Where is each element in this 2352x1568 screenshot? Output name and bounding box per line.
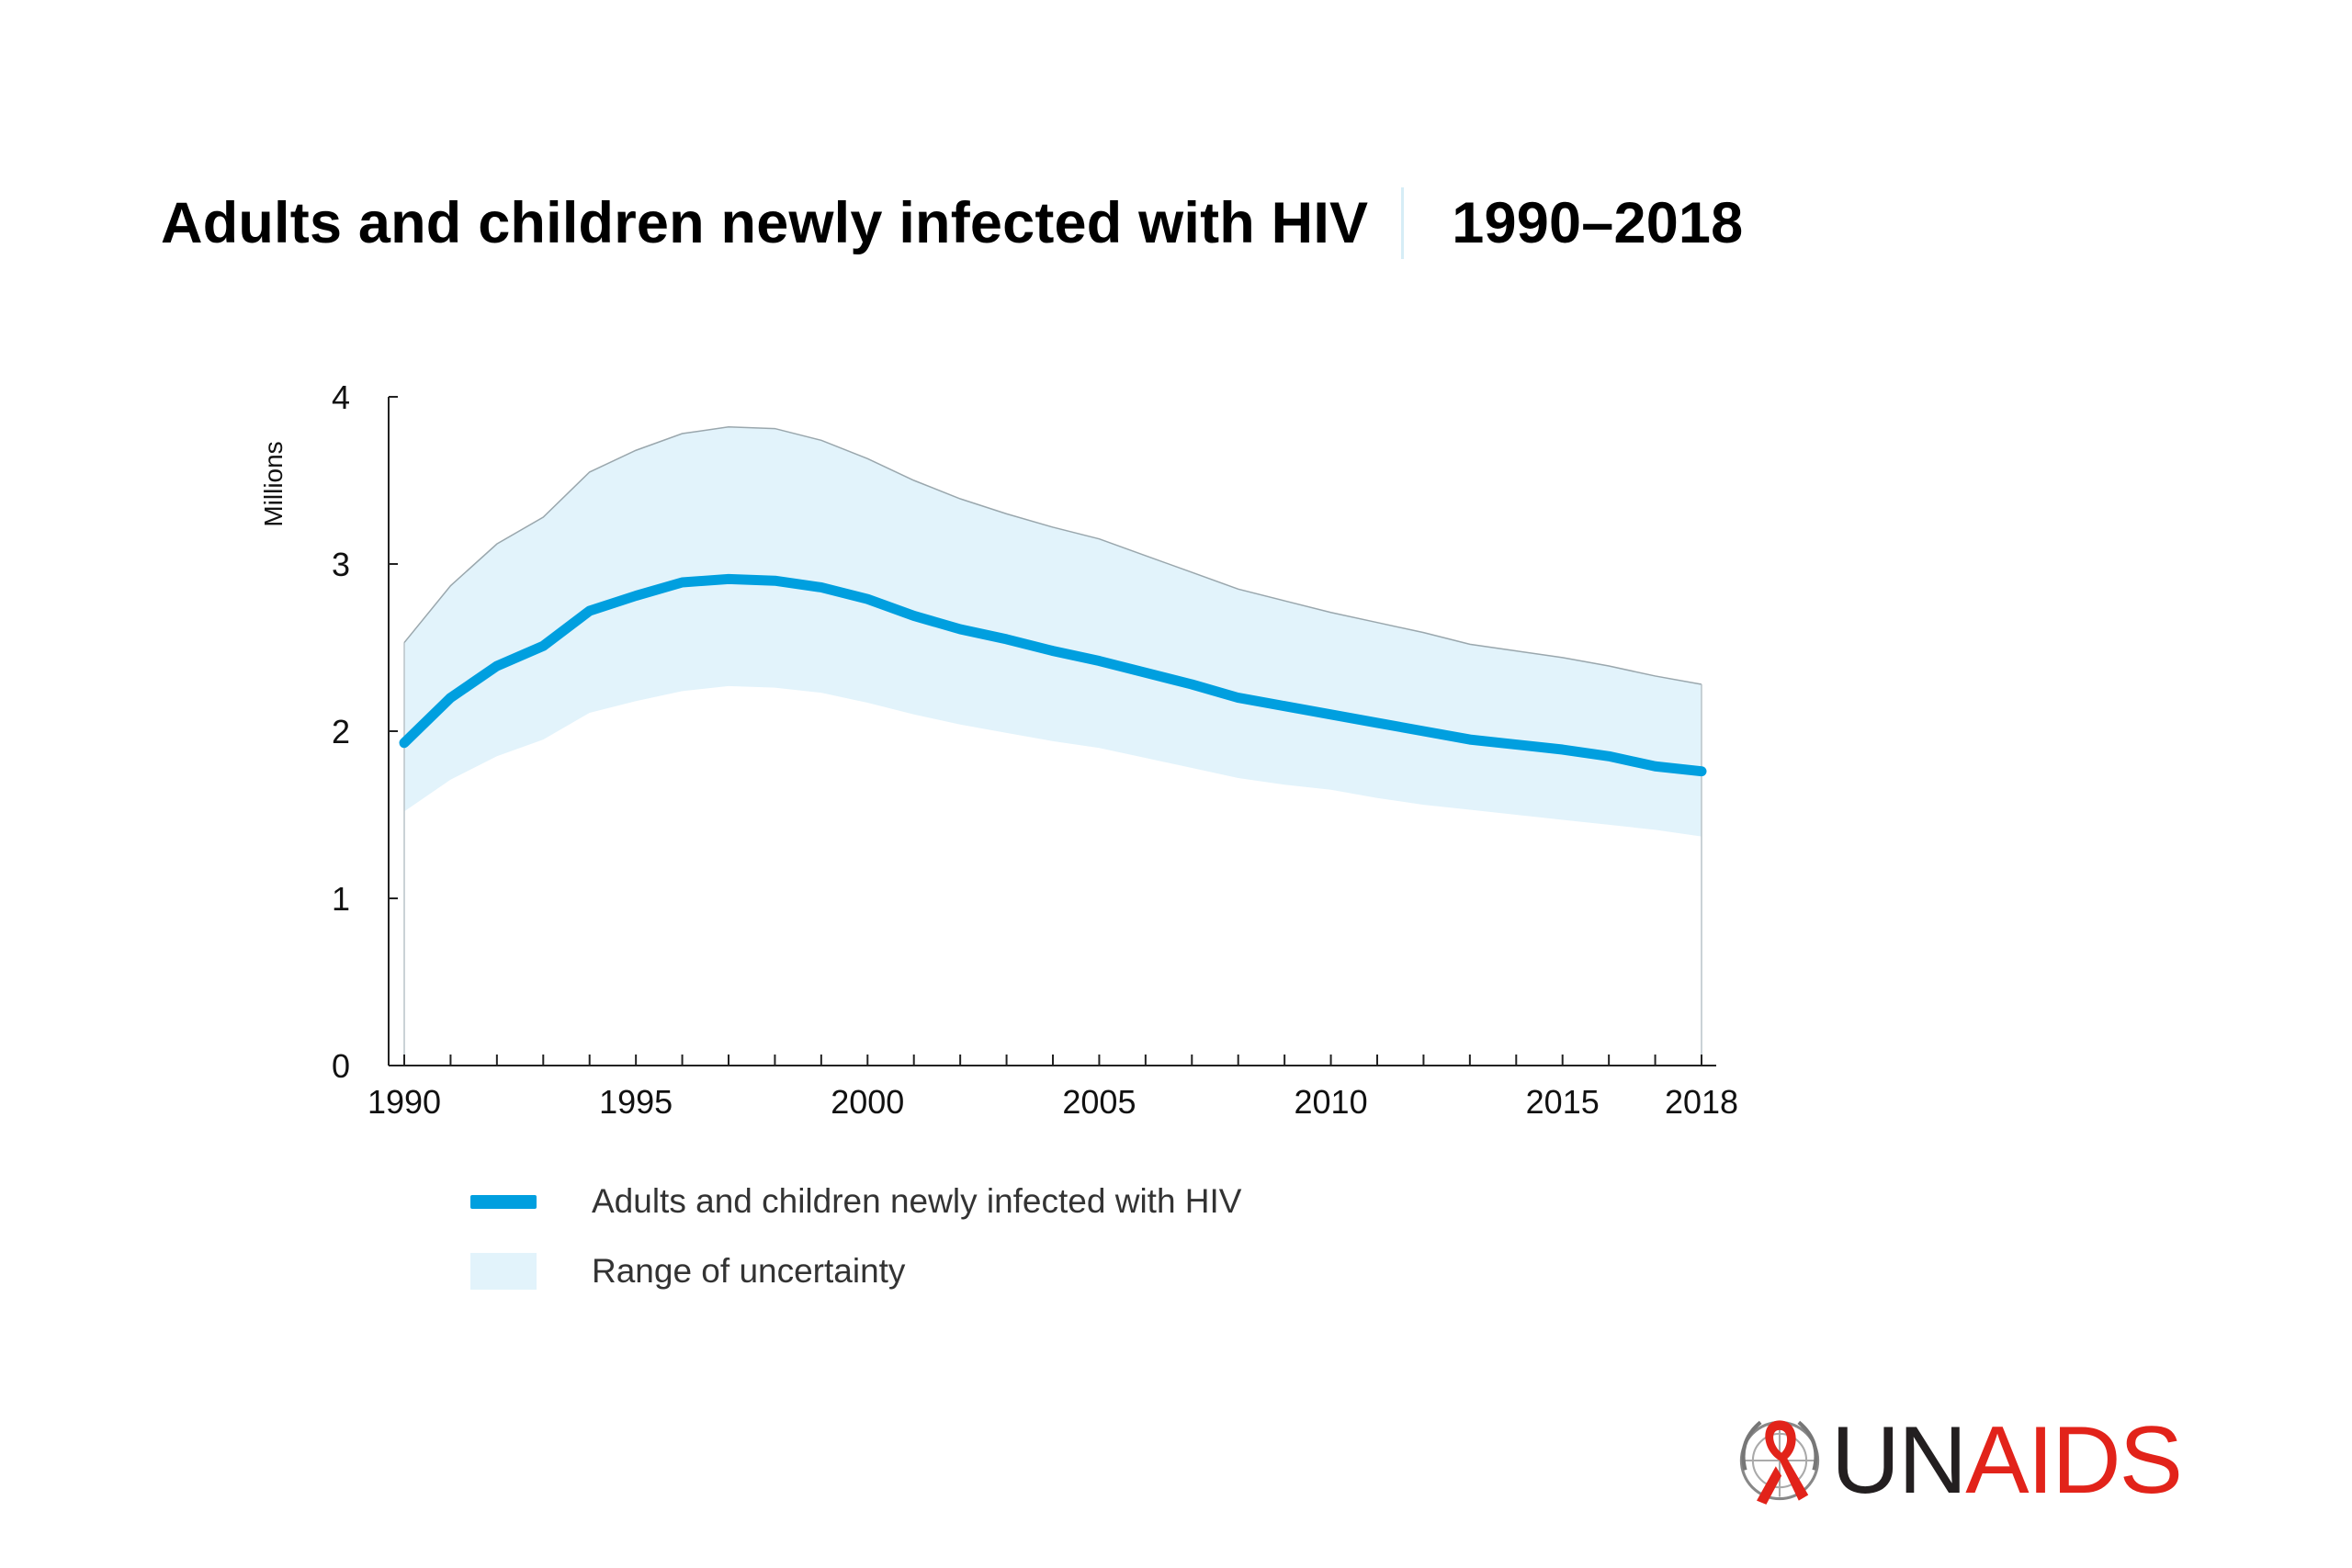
un-emblem-red-ribbon-icon	[1739, 1420, 1820, 1505]
legend-area-swatch	[470, 1253, 537, 1290]
x-tick-label: 2005	[1062, 1083, 1136, 1121]
x-tick-label: 2018	[1665, 1083, 1738, 1121]
legend-line-swatch	[470, 1194, 537, 1209]
logo-un-text: UN	[1831, 1407, 1967, 1514]
legend-item-area: Range of uncertainty	[470, 1236, 1241, 1306]
y-axis-label: Millions	[259, 441, 288, 526]
legend-line-label: Adults and children newly infected with …	[592, 1182, 1242, 1220]
x-ticks: 1990 1995 2000 2005 2010 2015 2018	[368, 1055, 1738, 1121]
legend-item-line: Adults and children newly infected with …	[470, 1167, 1241, 1236]
logo-aids-text: AIDS	[1965, 1407, 2183, 1514]
chart-year-range: 1990–2018	[1452, 191, 1744, 255]
series-line-layer	[399, 573, 1707, 777]
y-tick-label: 2	[332, 713, 350, 750]
uncertainty-band-layer	[403, 426, 1702, 1066]
title-separator	[1401, 187, 1405, 259]
chart-title-row: Adults and children newly infected with …	[161, 182, 1743, 265]
x-tick-label: 1995	[599, 1083, 673, 1121]
x-tick-label: 2010	[1295, 1083, 1368, 1121]
y-tick-label: 0	[332, 1047, 350, 1085]
uncertainty-band	[404, 426, 1702, 837]
uncertainty-upper-edge	[403, 426, 1702, 685]
y-tick-label: 1	[332, 880, 350, 918]
legend: Adults and children newly infected with …	[470, 1167, 1241, 1306]
y-tick-label: 4	[332, 378, 350, 416]
x-tick-label: 2000	[831, 1083, 904, 1121]
x-tick-label: 1990	[368, 1083, 441, 1121]
y-tick-label: 3	[332, 546, 350, 583]
unaids-logo: UNAIDS	[1732, 1413, 2183, 1508]
legend-area-label: Range of uncertainty	[592, 1252, 906, 1290]
chart-title: Adults and children newly infected with …	[161, 191, 1369, 255]
series-line-0	[399, 573, 1707, 777]
x-tick-label: 2015	[1526, 1083, 1600, 1121]
logo-wordmark: UNAIDS	[1831, 1413, 2183, 1508]
y-ticks: 0 1 2 3 4	[332, 378, 398, 1085]
